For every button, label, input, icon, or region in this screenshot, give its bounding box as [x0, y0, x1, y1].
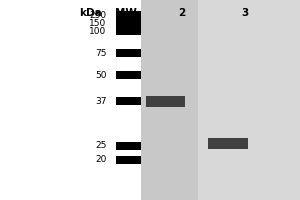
FancyBboxPatch shape [116, 156, 141, 164]
Text: 50: 50 [95, 71, 106, 79]
Text: 75: 75 [95, 48, 106, 58]
FancyBboxPatch shape [116, 19, 141, 27]
Text: 150: 150 [89, 19, 106, 27]
FancyBboxPatch shape [0, 0, 141, 200]
FancyBboxPatch shape [116, 27, 141, 35]
Text: 20: 20 [95, 156, 106, 164]
Text: 3: 3 [241, 8, 248, 18]
Text: MW: MW [115, 8, 137, 18]
FancyBboxPatch shape [146, 96, 184, 106]
FancyBboxPatch shape [116, 142, 141, 150]
FancyBboxPatch shape [141, 0, 198, 200]
Text: 100: 100 [89, 26, 106, 36]
Text: 37: 37 [95, 97, 106, 106]
Text: 25: 25 [95, 142, 106, 150]
FancyBboxPatch shape [116, 97, 141, 105]
FancyBboxPatch shape [208, 138, 247, 148]
Text: kDa: kDa [79, 8, 101, 18]
Text: 2: 2 [178, 8, 185, 18]
FancyBboxPatch shape [116, 71, 141, 79]
FancyBboxPatch shape [116, 11, 141, 19]
FancyBboxPatch shape [116, 49, 141, 57]
FancyBboxPatch shape [198, 0, 300, 200]
Text: 250: 250 [89, 10, 106, 20]
